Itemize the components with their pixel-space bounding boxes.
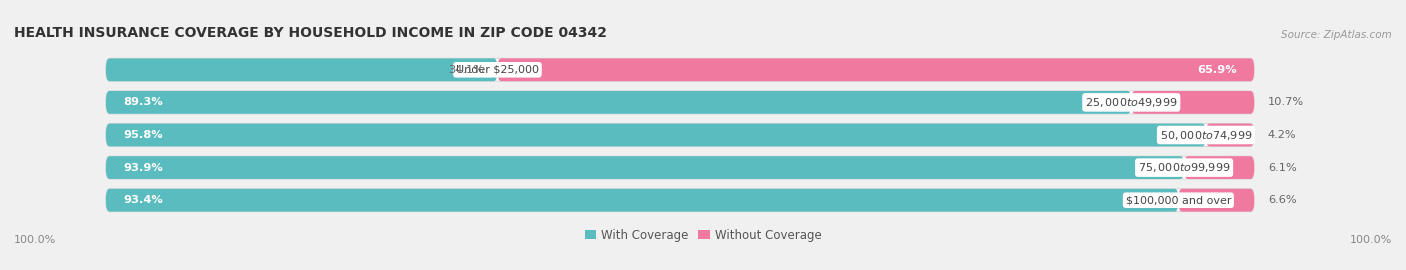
Text: 93.4%: 93.4% bbox=[124, 195, 163, 205]
Text: 34.1%: 34.1% bbox=[447, 65, 484, 75]
FancyBboxPatch shape bbox=[1184, 156, 1254, 179]
FancyBboxPatch shape bbox=[498, 58, 1254, 81]
Text: Source: ZipAtlas.com: Source: ZipAtlas.com bbox=[1281, 30, 1392, 40]
Text: 10.7%: 10.7% bbox=[1268, 97, 1303, 107]
Text: 6.1%: 6.1% bbox=[1268, 163, 1296, 173]
FancyBboxPatch shape bbox=[105, 189, 1254, 212]
Text: Under $25,000: Under $25,000 bbox=[456, 65, 538, 75]
FancyBboxPatch shape bbox=[105, 124, 1254, 146]
Text: 93.9%: 93.9% bbox=[124, 163, 163, 173]
FancyBboxPatch shape bbox=[105, 189, 1178, 212]
Text: 4.2%: 4.2% bbox=[1268, 130, 1296, 140]
FancyBboxPatch shape bbox=[105, 58, 498, 81]
FancyBboxPatch shape bbox=[105, 156, 1184, 179]
Text: 89.3%: 89.3% bbox=[124, 97, 163, 107]
Text: HEALTH INSURANCE COVERAGE BY HOUSEHOLD INCOME IN ZIP CODE 04342: HEALTH INSURANCE COVERAGE BY HOUSEHOLD I… bbox=[14, 26, 607, 40]
Text: 95.8%: 95.8% bbox=[124, 130, 163, 140]
Legend: With Coverage, Without Coverage: With Coverage, Without Coverage bbox=[579, 224, 827, 247]
FancyBboxPatch shape bbox=[105, 91, 1132, 114]
Text: 65.9%: 65.9% bbox=[1198, 65, 1237, 75]
Text: $25,000 to $49,999: $25,000 to $49,999 bbox=[1085, 96, 1178, 109]
Text: $50,000 to $74,999: $50,000 to $74,999 bbox=[1160, 129, 1253, 141]
Text: $75,000 to $99,999: $75,000 to $99,999 bbox=[1137, 161, 1230, 174]
Text: 6.6%: 6.6% bbox=[1268, 195, 1296, 205]
FancyBboxPatch shape bbox=[1206, 124, 1254, 146]
FancyBboxPatch shape bbox=[105, 91, 1254, 114]
FancyBboxPatch shape bbox=[105, 124, 1206, 146]
FancyBboxPatch shape bbox=[105, 156, 1254, 179]
Text: $100,000 and over: $100,000 and over bbox=[1126, 195, 1232, 205]
FancyBboxPatch shape bbox=[1178, 189, 1254, 212]
Text: 100.0%: 100.0% bbox=[14, 235, 56, 245]
Text: 100.0%: 100.0% bbox=[1350, 235, 1392, 245]
FancyBboxPatch shape bbox=[1132, 91, 1254, 114]
FancyBboxPatch shape bbox=[105, 58, 1254, 81]
